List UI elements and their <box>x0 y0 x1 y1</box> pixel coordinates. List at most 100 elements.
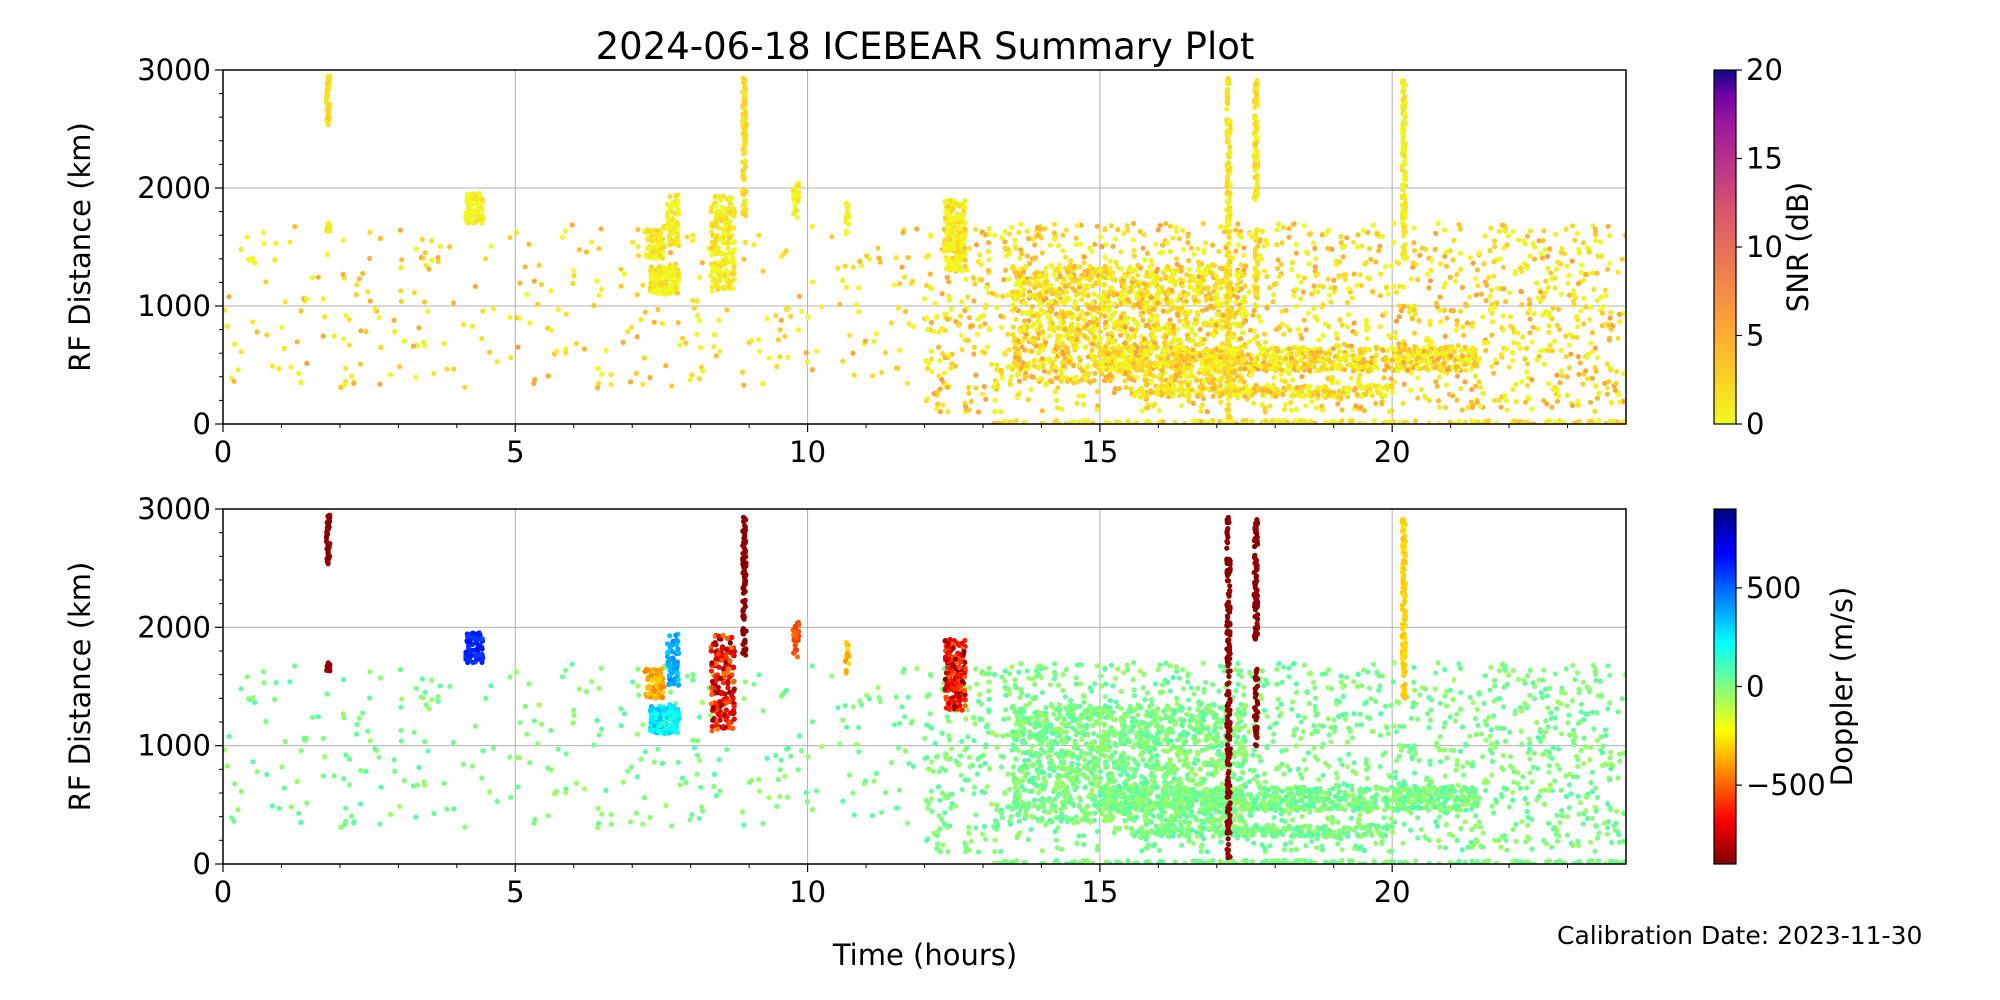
data-point <box>1298 296 1304 302</box>
data-point <box>1197 353 1203 359</box>
data-point <box>642 309 648 315</box>
data-point <box>1056 262 1062 268</box>
data-point <box>1326 389 1333 395</box>
data-point <box>1022 335 1028 341</box>
data-point <box>1251 308 1257 314</box>
data-point <box>742 136 748 142</box>
data-point <box>1141 232 1147 238</box>
data-point <box>998 408 1004 414</box>
data-point <box>1081 393 1087 399</box>
data-point <box>1513 399 1519 405</box>
data-point <box>962 220 968 226</box>
data-point <box>944 316 950 322</box>
data-point <box>871 338 877 344</box>
data-point <box>1393 318 1399 324</box>
data-point <box>963 404 969 410</box>
data-point <box>1530 324 1536 330</box>
data-point <box>1612 387 1618 393</box>
data-point <box>1078 275 1084 281</box>
data-point <box>1020 326 1026 332</box>
data-point <box>1184 272 1190 278</box>
data-point <box>1178 268 1184 274</box>
data-point <box>1433 300 1439 306</box>
data-point <box>788 313 794 319</box>
data-point <box>1461 332 1467 338</box>
data-point <box>1400 304 1407 310</box>
data-point <box>856 309 862 315</box>
data-point <box>1158 360 1164 366</box>
data-point <box>1143 323 1149 329</box>
data-point <box>1392 347 1398 353</box>
data-point <box>1286 226 1292 232</box>
data-point <box>1159 382 1165 388</box>
data-point <box>1606 379 1612 385</box>
data-point <box>1190 347 1196 353</box>
data-point <box>1293 286 1299 292</box>
data-point <box>1172 419 1178 424</box>
data-point <box>1320 333 1326 339</box>
data-point <box>1465 404 1471 410</box>
data-point <box>1140 291 1146 298</box>
data-point <box>850 350 856 356</box>
data-point <box>1355 232 1361 238</box>
data-point <box>1411 240 1417 246</box>
data-point <box>1161 347 1167 353</box>
data-point <box>260 229 267 236</box>
data-point <box>1107 258 1113 264</box>
data-point <box>1118 314 1124 320</box>
data-point <box>657 275 663 281</box>
data-point <box>1094 266 1100 272</box>
data-point <box>1303 403 1309 409</box>
data-point <box>1173 224 1179 230</box>
data-point <box>1290 392 1296 398</box>
data-point <box>1047 326 1053 332</box>
data-point <box>1575 317 1581 323</box>
data-point <box>934 313 940 320</box>
data-point <box>1183 355 1189 361</box>
data-point <box>1264 305 1270 311</box>
data-point <box>1465 357 1472 363</box>
data-point <box>1365 363 1371 369</box>
data-point <box>647 268 654 274</box>
data-point <box>1604 361 1610 367</box>
data-point <box>620 339 626 345</box>
data-point <box>1315 392 1321 398</box>
data-point <box>953 363 959 369</box>
data-point <box>1596 390 1602 396</box>
data-point <box>955 322 962 328</box>
data-point <box>1586 249 1592 255</box>
data-point <box>1293 418 1299 424</box>
data-point <box>1401 347 1408 353</box>
data-point <box>431 370 437 377</box>
data-point <box>1234 282 1240 288</box>
data-point <box>1478 403 1484 409</box>
data-point <box>1411 248 1418 254</box>
data-point <box>1522 356 1528 362</box>
data-point <box>1198 367 1204 373</box>
data-point <box>298 308 304 314</box>
data-point <box>1578 308 1584 314</box>
data-point <box>968 323 974 329</box>
data-point <box>1274 345 1280 351</box>
data-point <box>1130 237 1136 243</box>
data-point <box>647 375 653 381</box>
data-point <box>791 198 797 204</box>
data-point <box>1483 298 1489 304</box>
data-point <box>740 116 746 122</box>
data-point <box>1453 327 1459 333</box>
data-point <box>1571 302 1577 308</box>
data-point <box>1213 322 1219 328</box>
data-point <box>1124 223 1130 229</box>
data-point <box>1095 309 1101 315</box>
data-point <box>756 232 762 238</box>
data-point <box>1237 366 1243 372</box>
data-point <box>1230 418 1236 424</box>
data-point <box>465 194 471 200</box>
data-point <box>1380 347 1386 353</box>
data-point <box>1446 391 1452 397</box>
data-point <box>1483 347 1489 354</box>
data-point <box>414 342 421 349</box>
data-point <box>777 327 783 333</box>
data-point <box>935 401 941 407</box>
data-point <box>1196 263 1203 269</box>
